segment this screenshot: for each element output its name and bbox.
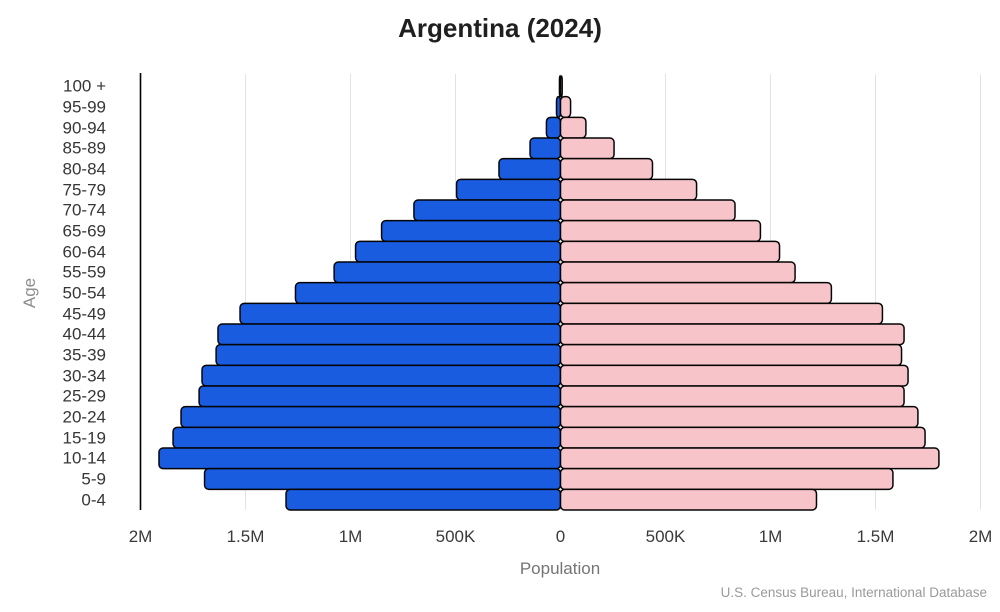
bar-male-5-9	[203, 467, 562, 491]
age-tick-label: 50-54	[62, 283, 106, 303]
age-tick-label: 55-59	[62, 262, 106, 282]
age-tick-label: 40-44	[62, 324, 106, 344]
age-tick-label: 45-49	[62, 304, 106, 324]
bar-male-45-49	[239, 302, 562, 325]
bar-male-75-79	[455, 178, 562, 201]
bar-female-20-24	[559, 405, 919, 429]
age-tick-label: 85-89	[62, 138, 106, 158]
bar-female-30-34	[559, 364, 909, 387]
age-tick-label: 30-34	[62, 366, 106, 386]
x-tick-label: 2M	[128, 527, 153, 546]
bar-male-85-89	[529, 137, 562, 160]
age-tick-label: 70-74	[62, 200, 106, 220]
age-tick-label: 25-29	[62, 386, 106, 406]
bar-male-0-4	[285, 488, 562, 511]
bar-female-100+	[559, 75, 563, 98]
bar-male-25-29	[198, 385, 562, 408]
bar-male-60-64	[354, 240, 562, 263]
x-tick-label: 500K	[435, 527, 476, 546]
x-axis-title: Population	[519, 559, 601, 578]
bar-female-35-39	[559, 343, 903, 367]
bar-male-15-19	[172, 426, 562, 449]
age-tick-label: 20-24	[62, 407, 106, 427]
bar-male-50-54	[294, 281, 562, 305]
bar-male-65-69	[380, 219, 562, 243]
age-tick-label: 100 +	[62, 76, 106, 96]
chart-title: Argentina (2024)	[398, 13, 602, 43]
bar-female-90-94	[559, 116, 587, 139]
age-tick-label: 80-84	[62, 159, 106, 179]
bar-female-75-79	[559, 178, 698, 201]
bar-male-55-59	[333, 261, 562, 284]
x-tick-label: 1.5M	[226, 527, 265, 546]
age-tick-label: 15-19	[62, 428, 106, 448]
age-tick-label: 65-69	[62, 221, 106, 241]
x-tick-label: 500K	[645, 527, 686, 546]
bar-female-10-14	[559, 447, 940, 470]
x-tick-label: 0	[555, 527, 566, 546]
x-tick-label: 2M	[968, 527, 993, 546]
bar-male-90-94	[545, 116, 562, 139]
age-tick-label: 35-39	[62, 345, 106, 365]
bar-male-20-24	[180, 405, 562, 429]
age-tick-label: 0-4	[81, 490, 106, 510]
age-tick-label: 10-14	[62, 448, 106, 468]
bar-male-70-74	[413, 199, 562, 222]
age-tick-label: 95-99	[62, 97, 106, 117]
bar-female-40-44	[559, 323, 905, 346]
age-tick-label: 5-9	[81, 469, 106, 489]
age-tick-label: 75-79	[62, 180, 106, 200]
age-tick-label: 60-64	[62, 242, 106, 262]
bar-male-10-14	[158, 447, 562, 470]
bar-female-55-59	[559, 261, 796, 284]
source-note: U.S. Census Bureau, International Databa…	[720, 585, 987, 600]
bar-female-95-99	[559, 95, 572, 119]
bar-female-85-89	[559, 137, 615, 160]
bar-female-70-74	[559, 199, 736, 222]
bar-female-15-19	[559, 426, 926, 449]
age-tick-label: 90-94	[62, 118, 106, 138]
bar-female-5-9	[559, 467, 894, 491]
bar-male-80-84	[498, 157, 562, 181]
x-tick-label: 1M	[758, 527, 783, 546]
bar-female-60-64	[559, 240, 781, 263]
bar-female-0-4	[559, 488, 818, 511]
bar-male-40-44	[217, 323, 562, 346]
bar-female-25-29	[559, 385, 905, 408]
bar-female-65-69	[559, 219, 762, 243]
bar-female-45-49	[559, 302, 884, 325]
x-tick-label: 1.5M	[856, 527, 895, 546]
bar-male-30-34	[201, 364, 562, 387]
x-tick-label: 1M	[338, 527, 363, 546]
bar-male-35-39	[215, 343, 562, 367]
bar-female-80-84	[559, 157, 654, 181]
bar-female-50-54	[559, 281, 833, 305]
